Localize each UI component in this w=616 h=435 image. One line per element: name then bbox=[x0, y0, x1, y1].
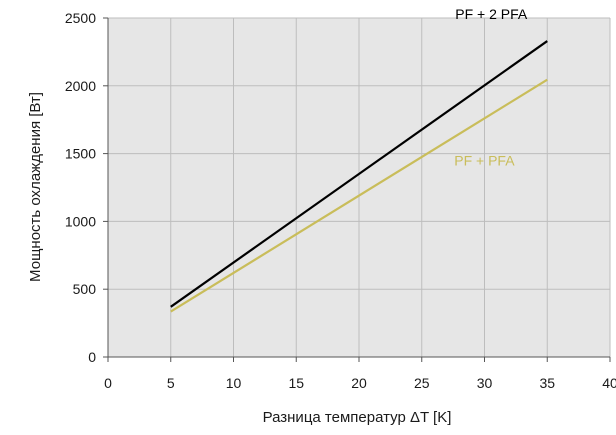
x-tick-label: 0 bbox=[104, 375, 112, 391]
x-tick-label: 15 bbox=[288, 375, 304, 391]
y-axis-title: Мощность охлаждения [Вт] bbox=[27, 92, 44, 282]
y-tick-labels: 0 500 1000 1500 2000 2500 bbox=[65, 10, 96, 365]
axes bbox=[103, 17, 611, 362]
grid-lines bbox=[108, 17, 611, 357]
y-tick-label: 0 bbox=[88, 349, 96, 365]
series-label: PF + PFA bbox=[454, 153, 515, 169]
y-tick-label: 1000 bbox=[65, 213, 96, 229]
x-tick-label: 35 bbox=[539, 375, 555, 391]
series-line bbox=[170, 40, 548, 308]
x-tick-label: 30 bbox=[477, 375, 493, 391]
series-lines bbox=[170, 40, 548, 313]
x-tick-label: 5 bbox=[167, 375, 175, 391]
series-line bbox=[170, 78, 548, 313]
y-tick-label: 2500 bbox=[65, 10, 96, 26]
y-tick-label: 1500 bbox=[65, 146, 96, 162]
y-tick-label: 2000 bbox=[65, 78, 96, 94]
series-label: PF + 2 PFA bbox=[455, 6, 528, 22]
x-tick-label: 20 bbox=[351, 375, 367, 391]
x-tick-label: 40 bbox=[602, 375, 616, 391]
series-labels: PF + 2 PFA PF + PFA bbox=[454, 6, 528, 169]
x-axis-title: Разница температур ΔT [K] bbox=[263, 409, 452, 426]
x-tick-labels: 0 5 10 15 20 25 30 35 40 bbox=[104, 375, 616, 391]
x-tick-label: 10 bbox=[226, 375, 242, 391]
y-tick-label: 500 bbox=[73, 281, 97, 297]
x-tick-label: 25 bbox=[414, 375, 430, 391]
